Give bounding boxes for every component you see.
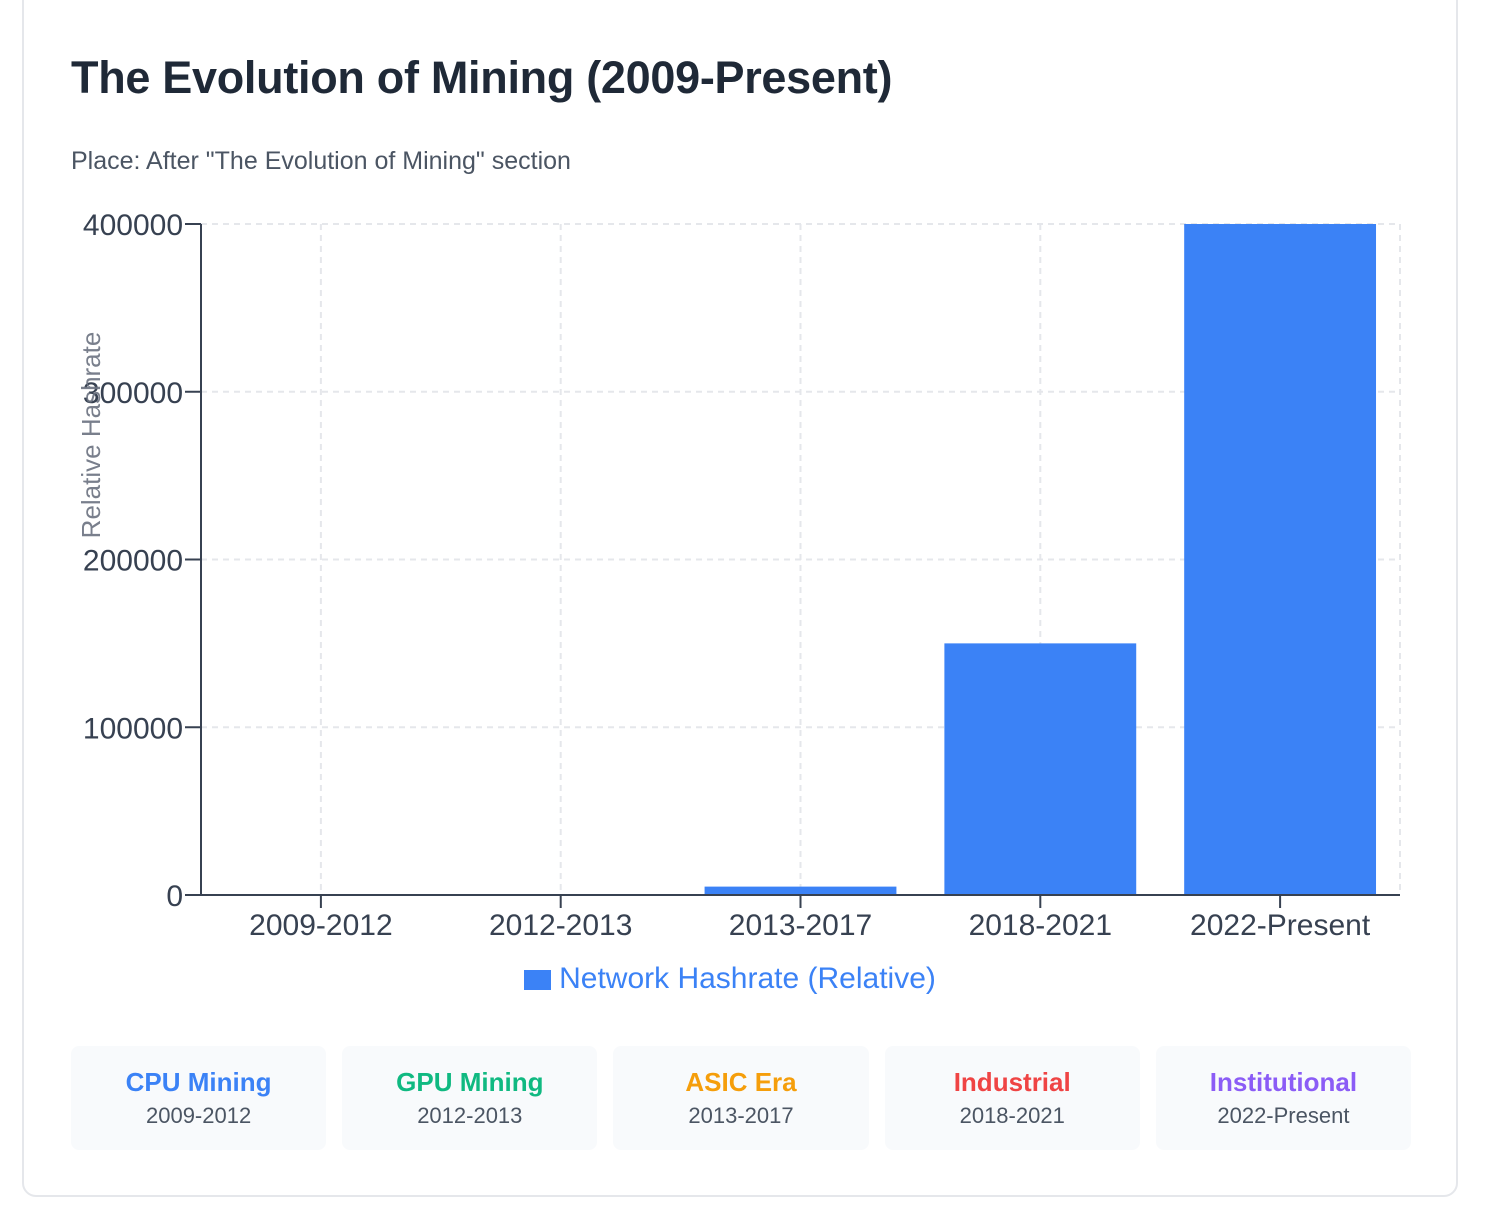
y-axis-title: Relative Hashrate bbox=[76, 332, 106, 539]
legend-label: Network Hashrate (Relative) bbox=[559, 962, 936, 995]
era-card: GPU Mining 2012-2013 bbox=[342, 1046, 598, 1150]
era-name: CPU Mining bbox=[125, 1067, 272, 1097]
era-card: Institutional 2022-Present bbox=[1155, 1046, 1412, 1150]
era-name: ASIC Era bbox=[685, 1067, 797, 1097]
y-tick-label: 300000 bbox=[83, 377, 183, 410]
era-years: 2018-2021 bbox=[959, 1103, 1065, 1128]
era-years: 2022-Present bbox=[1217, 1103, 1350, 1128]
era-card: Industrial 2018-2021 bbox=[884, 1046, 1140, 1150]
x-tick-label: 2022-Present bbox=[1190, 909, 1371, 942]
bar bbox=[1184, 224, 1377, 895]
page-subtitle: Place: After "The Evolution of Mining" s… bbox=[71, 147, 571, 175]
x-tick-label: 2018-2021 bbox=[969, 909, 1112, 942]
era-card: ASIC Era 2013-2017 bbox=[613, 1046, 869, 1150]
x-tick-label: 2012-2013 bbox=[489, 909, 632, 942]
grid-lines bbox=[201, 223, 1401, 895]
era-cards: CPU Mining 2009-2012 GPU Mining 2012-201… bbox=[71, 1046, 1412, 1150]
era-name: GPU Mining bbox=[396, 1067, 544, 1097]
chart-legend[interactable]: Network Hashrate (Relative) bbox=[0, 962, 1460, 996]
y-tick-labels: 0 100000 200000 300000 400000 bbox=[83, 209, 183, 913]
x-tick-label: 2013-2017 bbox=[729, 909, 872, 942]
bar bbox=[944, 643, 1137, 895]
y-tick-label: 0 bbox=[166, 880, 183, 913]
y-tick-label: 100000 bbox=[83, 712, 183, 745]
bars bbox=[224, 224, 1377, 895]
x-tick-labels: 2009-2012 2012-2013 2013-2017 2018-2021 2022… bbox=[249, 909, 1371, 942]
era-years: 2012-2013 bbox=[417, 1103, 523, 1128]
y-tick-label: 200000 bbox=[83, 545, 183, 578]
bar bbox=[704, 886, 897, 895]
era-years: 2009-2012 bbox=[145, 1103, 252, 1128]
y-tick-label: 400000 bbox=[83, 209, 183, 242]
axes bbox=[185, 223, 1400, 908]
era-card: CPU Mining 2009-2012 bbox=[71, 1046, 327, 1150]
x-tick-label: 2009-2012 bbox=[249, 909, 392, 942]
era-name: Institutional bbox=[1209, 1067, 1358, 1097]
era-years: 2013-2017 bbox=[688, 1103, 794, 1128]
page-title: The Evolution of Mining (2009-Present) bbox=[71, 52, 893, 103]
era-name: Industrial bbox=[953, 1067, 1071, 1097]
legend-swatch bbox=[524, 970, 552, 990]
bar-chart: 0 100000 200000 300000 400000 2009-2012 2012-… bbox=[76, 209, 1401, 942]
